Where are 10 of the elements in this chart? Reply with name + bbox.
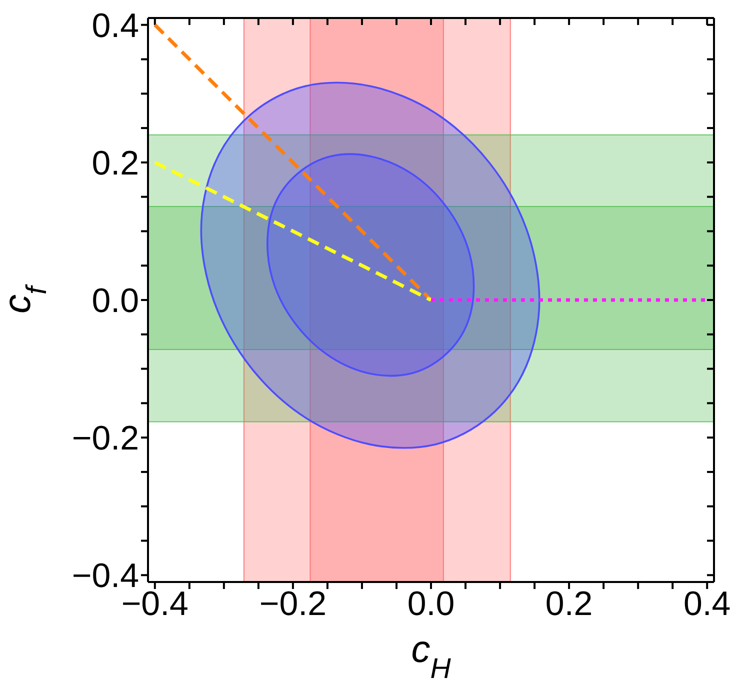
x-tick-label: 0.4 (683, 585, 731, 624)
x-tick-label: 0.0 (407, 585, 455, 624)
x-tick-label: −0.2 (259, 585, 327, 624)
y-tick-label: −0.2 (72, 420, 139, 458)
x-tick-label: 0.2 (545, 585, 593, 624)
x-axis-title: c$_{H}$ (411, 629, 452, 685)
y-tick-label: 0.4 (92, 6, 139, 45)
y-tick-label: −0.4 (72, 557, 139, 596)
y-tick-label: 0.0 (92, 282, 139, 320)
y-tick-label: 0.2 (92, 144, 139, 183)
